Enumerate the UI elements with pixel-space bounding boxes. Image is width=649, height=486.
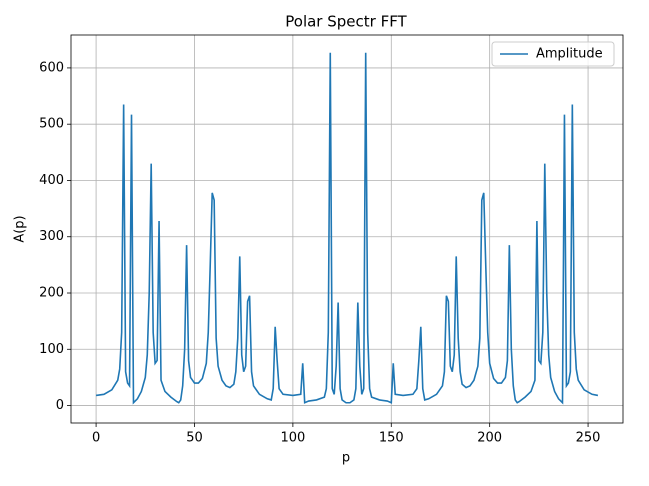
x-tick-label: 150 (379, 431, 404, 446)
x-tick-label: 200 (477, 431, 502, 446)
x-axis-label: p (342, 451, 350, 466)
y-tick-label: 600 (39, 60, 64, 75)
y-tick-label: 300 (39, 229, 64, 244)
x-tick-label: 0 (92, 431, 100, 446)
x-tick-label: 100 (280, 431, 305, 446)
legend-box (491, 41, 615, 67)
chart-title: Polar Spectr FFT (285, 13, 407, 31)
axes-frame (70, 34, 624, 424)
y-axis-label: A(p) (13, 215, 28, 242)
line (95, 52, 599, 405)
legend-label: Amplitude (536, 47, 603, 62)
y-tick-label: 100 (39, 342, 64, 357)
y-tick-label: 400 (39, 173, 64, 188)
x-tick-label: 50 (186, 431, 203, 446)
y-tick-label: 200 (39, 286, 64, 301)
y-tick-label: 500 (39, 117, 64, 132)
x-tick-label: 250 (576, 431, 601, 446)
y-tick-label: 0 (56, 398, 64, 413)
